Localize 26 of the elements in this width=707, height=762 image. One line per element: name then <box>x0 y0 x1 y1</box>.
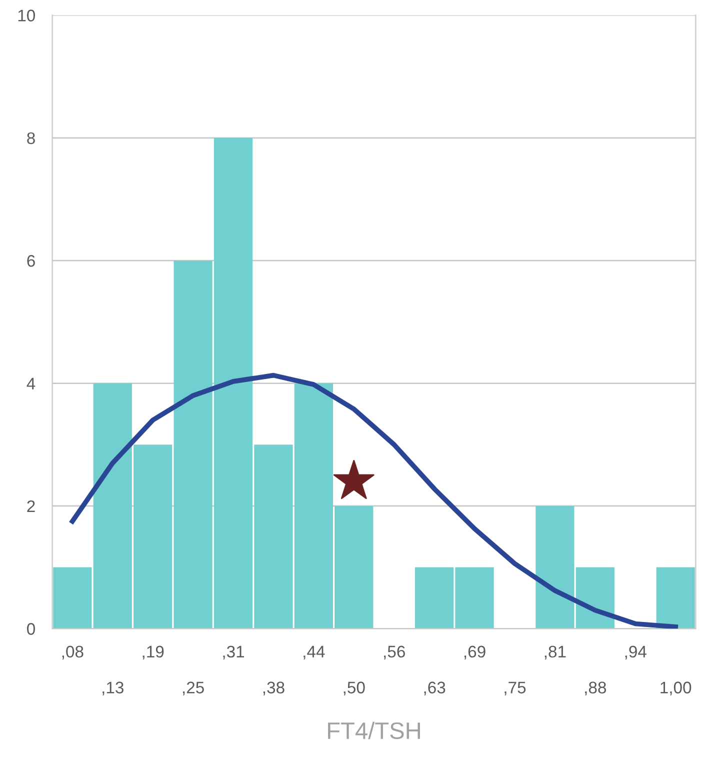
x-tick-label: ,19 <box>142 646 164 660</box>
x-tick-label: ,63 <box>424 682 446 696</box>
x-tick-label: ,94 <box>625 646 646 660</box>
x-tick-label: ,56 <box>384 646 405 660</box>
y-tick-label: 2 <box>27 500 35 512</box>
bar <box>656 567 695 629</box>
x-tick-label: ,44 <box>304 646 325 660</box>
bar <box>53 567 92 629</box>
x-tick-label: ,69 <box>464 646 486 660</box>
x-tick-label: ,50 <box>344 682 365 696</box>
x-tick-label: ,38 <box>263 682 284 696</box>
x-tick-label: ,08 <box>62 646 84 660</box>
x-tick-label: 1,00 <box>660 682 692 696</box>
x-tick-label: ,75 <box>504 682 526 696</box>
line-series <box>70 372 678 629</box>
x-tick-label: ,88 <box>585 682 606 696</box>
x-tick-label: ,13 <box>102 682 124 696</box>
y-tick-label: 4 <box>26 378 36 390</box>
y-tick-label: 8 <box>27 132 35 144</box>
x-tick-label: ,31 <box>223 646 244 660</box>
y-tick-label: 0 <box>27 623 35 635</box>
x-tick-label: ,25 <box>182 682 204 696</box>
x-axis-title: FT4/TSH <box>328 722 420 740</box>
x-tick-label: ,81 <box>544 646 566 660</box>
y-tick-label: 10 <box>18 10 35 22</box>
y-tick-label: 6 <box>27 255 35 267</box>
